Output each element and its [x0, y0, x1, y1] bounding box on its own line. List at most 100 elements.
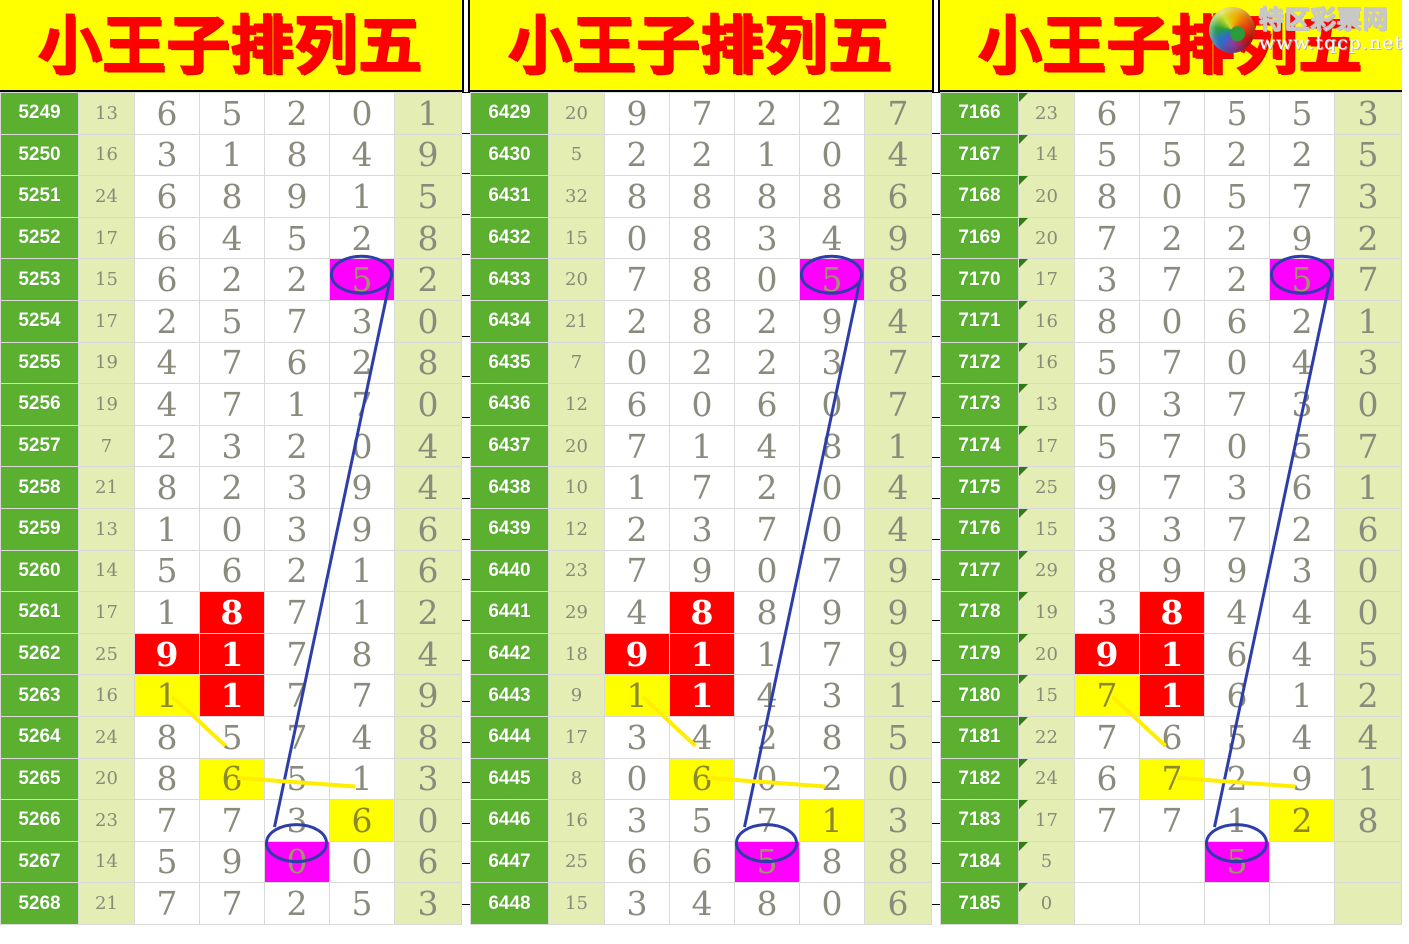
table-row[interactable]: 6430 5 2 2 1 0 4	[470, 133, 932, 177]
digit-cell-2: 7	[1139, 424, 1205, 468]
digit-sum-cell: 17	[78, 591, 135, 634]
table-row[interactable]: 5252 17 6 4 5 2 8	[0, 216, 462, 260]
digit-cell-2: 9	[1139, 549, 1205, 593]
issue-number-cell: 7170	[940, 258, 1019, 301]
digit-cell-4: 0	[329, 424, 395, 468]
table-row[interactable]: 5256 19 4 7 1 7 0	[0, 383, 462, 426]
digit-cell-4: 2	[1269, 299, 1335, 343]
table-row[interactable]: 7176 15 3 3 7 2 6	[940, 507, 1402, 551]
digit-cell-3: 8	[264, 133, 330, 177]
table-row[interactable]: 5260 14 5 6 2 1 6	[0, 549, 462, 593]
table-row[interactable]: 5261 17 1 8 7 1 2	[0, 591, 462, 634]
issue-number-cell: 7166	[940, 92, 1019, 135]
issue-number-cell: 6445	[470, 757, 549, 801]
table-row[interactable]: 5264 24 8 5 7 4 8	[0, 715, 462, 759]
table-row[interactable]: 7175 25 9 7 3 6 1	[940, 466, 1402, 509]
table-row[interactable]: 5257 7 2 3 2 0 4	[0, 424, 462, 468]
table-row[interactable]: 6448 15 3 4 8 0 6	[470, 882, 932, 925]
table-row[interactable]: 6446 16 3 5 7 1 3	[470, 799, 932, 842]
table-row[interactable]: 5249 13 6 5 2 0 1	[0, 92, 462, 135]
digit-cell-3: 5	[734, 840, 800, 884]
digit-cell-4: 0	[799, 466, 865, 509]
table-row[interactable]: 5266 23 7 7 3 6 0	[0, 799, 462, 842]
table-row[interactable]: 5259 13 1 0 3 9 6	[0, 507, 462, 551]
digit-sum-cell: 12	[548, 383, 605, 426]
digit-cell-5: 4	[1334, 715, 1402, 759]
table-row[interactable]: 5254 17 2 5 7 3 0	[0, 299, 462, 343]
digit-cell-3: 8	[734, 175, 800, 218]
table-row[interactable]: 7173 13 0 3 7 3 0	[940, 383, 1402, 426]
table-row[interactable]: 7181 22 7 6 5 4 4	[940, 715, 1402, 759]
table-row[interactable]: 6445 8 0 6 0 2 0	[470, 757, 932, 801]
table-row[interactable]: 6444 17 3 4 2 8 5	[470, 715, 932, 759]
table-row[interactable]: 6438 10 1 7 2 0 4	[470, 466, 932, 509]
table-row[interactable]: 7167 14 5 5 2 2 5	[940, 133, 1402, 177]
digit-cell-3: 5	[264, 757, 330, 801]
table-row[interactable]: 5253 15 6 2 2 5 2	[0, 258, 462, 301]
issue-number-cell: 6448	[470, 882, 549, 925]
table-row[interactable]: 7184 5 5	[940, 840, 1402, 884]
table-row[interactable]: 6441 29 4 8 8 9 9	[470, 591, 932, 634]
table-row[interactable]: 6442 18 9 1 1 7 9	[470, 632, 932, 676]
table-row[interactable]: 6447 25 6 6 5 8 8	[470, 840, 932, 884]
table-row[interactable]: 6436 12 6 0 6 0 7	[470, 383, 932, 426]
table-row[interactable]: 5263 16 1 1 7 7 9	[0, 674, 462, 717]
table-row[interactable]: 6437 20 7 1 4 8 1	[470, 424, 932, 468]
table-row[interactable]: 6433 20 7 8 0 5 8	[470, 258, 932, 301]
issue-number-cell: 7180	[940, 674, 1019, 717]
table-row[interactable]: 7179 20 9 1 6 4 5	[940, 632, 1402, 676]
table-row[interactable]: 5267 14 5 9 0 0 6	[0, 840, 462, 884]
digit-cell-4: 1	[329, 549, 395, 593]
digit-cell-4: 3	[329, 299, 395, 343]
digit-cell-4: 3	[1269, 549, 1335, 593]
table-row[interactable]: 7172 16 5 7 0 4 3	[940, 341, 1402, 385]
table-row[interactable]: 7168 20 8 0 5 7 3	[940, 175, 1402, 218]
table-row[interactable]: 5255 19 4 7 6 2 8	[0, 341, 462, 385]
table-row[interactable]: 7180 15 7 1 6 1 2	[940, 674, 1402, 717]
table-row[interactable]: 6431 32 8 8 8 8 6	[470, 175, 932, 218]
table-row[interactable]: 5251 24 6 8 9 1 5	[0, 175, 462, 218]
table-row[interactable]: 6432 15 0 8 3 4 9	[470, 216, 932, 260]
table-row[interactable]: 5262 25 9 1 7 8 4	[0, 632, 462, 676]
table-row[interactable]: 6429 20 9 7 2 2 7	[470, 92, 932, 135]
digit-sum-cell: 19	[1018, 591, 1075, 634]
table-row[interactable]: 5258 21 8 2 3 9 4	[0, 466, 462, 509]
digit-cell-4: 8	[799, 715, 865, 759]
digit-cell-2: 8	[1139, 591, 1205, 634]
table-row[interactable]: 6435 7 0 2 2 3 7	[470, 341, 932, 385]
table-row[interactable]: 6440 23 7 9 0 7 9	[470, 549, 932, 593]
digit-cell-4: 7	[329, 674, 395, 717]
table-row[interactable]: 7174 17 5 7 0 5 7	[940, 424, 1402, 468]
digit-sum-cell: 25	[78, 632, 135, 676]
table-row[interactable]: 6434 21 2 8 2 9 4	[470, 299, 932, 343]
digit-cell-4: 0	[799, 383, 865, 426]
table-row[interactable]: 7183 17 7 7 1 2 8	[940, 799, 1402, 842]
digit-cell-2: 5	[669, 799, 735, 842]
table-row[interactable]: 5268 21 7 7 2 5 3	[0, 882, 462, 925]
digit-cell-5: 8	[394, 216, 462, 260]
digit-cell-2: 5	[199, 92, 265, 135]
table-row[interactable]: 7182 24 6 7 2 9 1	[940, 757, 1402, 801]
digit-cell-1	[1074, 882, 1140, 925]
table-row[interactable]: 6439 12 2 3 7 0 4	[470, 507, 932, 551]
digit-sum-cell: 29	[548, 591, 605, 634]
table-row[interactable]: 6443 9 1 1 4 3 1	[470, 674, 932, 717]
digit-sum-cell: 13	[78, 92, 135, 135]
table-row[interactable]: 5250 16 3 1 8 4 9	[0, 133, 462, 177]
table-row[interactable]: 7185 0	[940, 882, 1402, 925]
table-row[interactable]: 7170 17 3 7 2 5 7	[940, 258, 1402, 301]
panel-title-bar: 小王子排列五	[940, 0, 1402, 92]
table-row[interactable]: 7169 20 7 2 2 9 2	[940, 216, 1402, 260]
table-row[interactable]: 7177 29 8 9 9 3 0	[940, 549, 1402, 593]
digit-cell-1: 2	[604, 299, 670, 343]
digit-cell-3: 4	[734, 424, 800, 468]
digit-sum-cell: 20	[1018, 632, 1075, 676]
table-row[interactable]: 7166 23 6 7 5 5 3	[940, 92, 1402, 135]
digit-sum-cell: 17	[1018, 424, 1075, 468]
digit-cell-2: 6	[669, 840, 735, 884]
table-row[interactable]: 7178 19 3 8 4 4 0	[940, 591, 1402, 634]
table-row[interactable]: 5265 20 8 6 5 1 3	[0, 757, 462, 801]
digit-sum-cell: 24	[78, 175, 135, 218]
table-row[interactable]: 7171 16 8 0 6 2 1	[940, 299, 1402, 343]
digit-cell-5: 8	[394, 341, 462, 385]
